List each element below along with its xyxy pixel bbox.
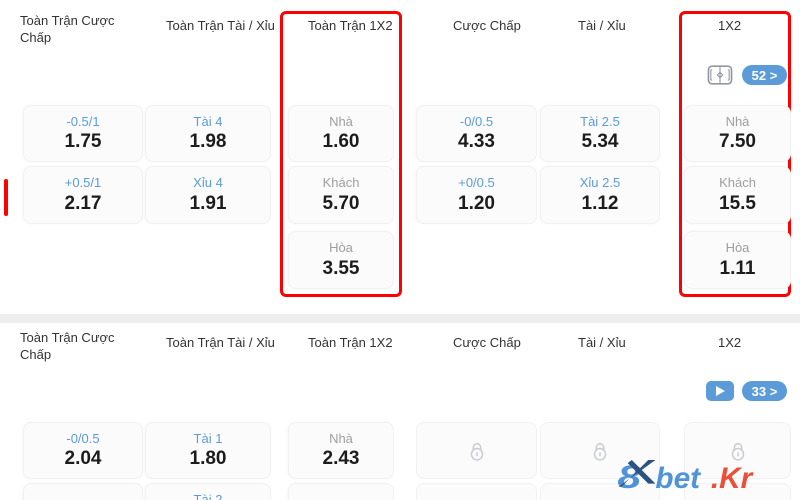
svg-text:.Kr: .Kr [711, 462, 754, 495]
svg-text:bet: bet [655, 462, 701, 495]
